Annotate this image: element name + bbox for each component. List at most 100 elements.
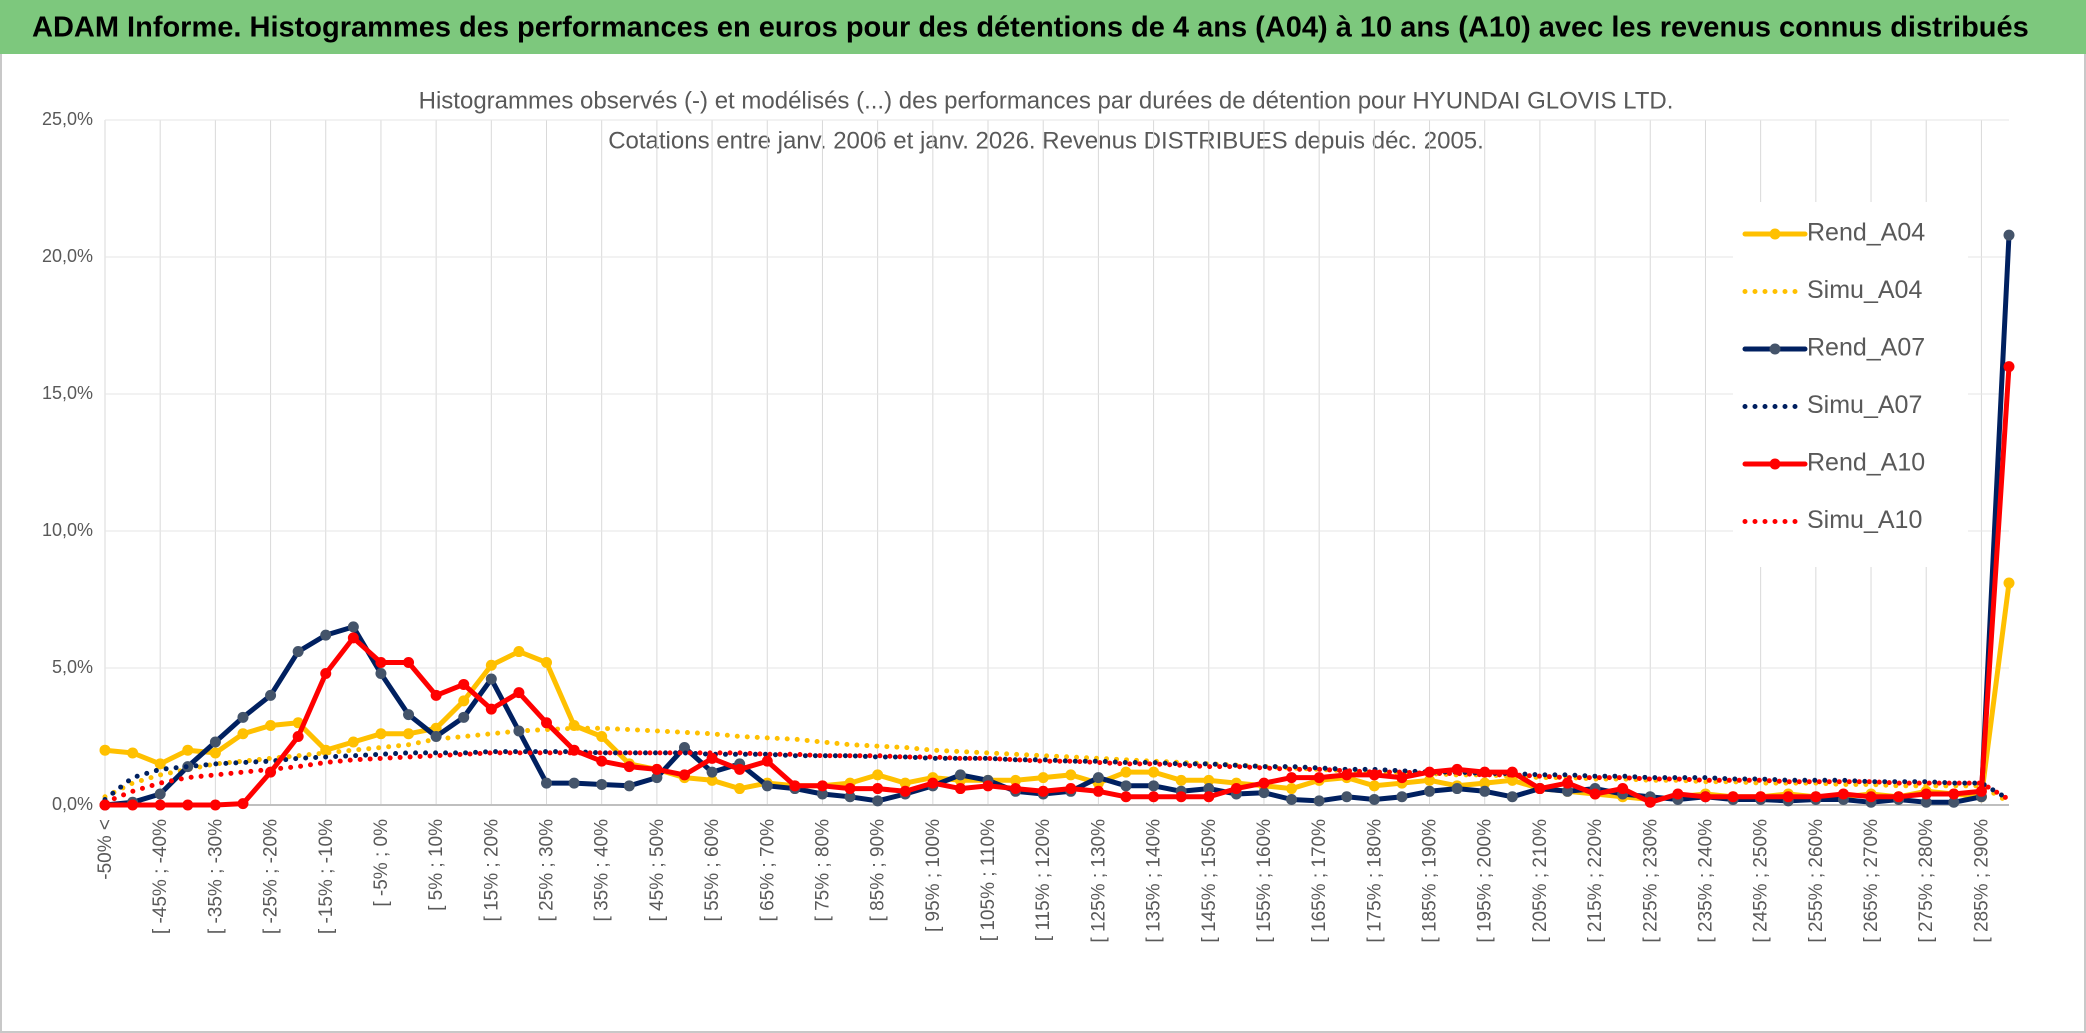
point-marker (485, 673, 497, 685)
point-marker (1313, 795, 1325, 807)
point-marker (1368, 794, 1380, 806)
model-line (102, 749, 2012, 802)
point-marker (899, 785, 911, 797)
point-marker (541, 717, 553, 729)
x-tick-label: [ 85% ; 90% (868, 819, 889, 922)
point-marker (1230, 783, 1242, 795)
x-tick-label: [ 25% ; 30% (537, 819, 558, 922)
x-tick-label: -50% < (95, 819, 116, 880)
point-marker (734, 763, 746, 775)
point-marker (1561, 785, 1573, 797)
y-tick-label: 25,0% (42, 109, 93, 129)
y-tick-label: 10,0% (42, 520, 93, 540)
point-marker (513, 687, 525, 699)
x-tick-label: [ 225% ; 230% (1640, 819, 1661, 943)
point-marker (596, 731, 608, 742)
point-marker (347, 621, 359, 633)
point-marker (1451, 783, 1463, 795)
point-marker (347, 736, 359, 748)
point-marker (1644, 796, 1656, 808)
x-tick-label: [ 255% ; 260% (1806, 819, 1827, 943)
point-marker (1534, 783, 1546, 795)
point-marker (1396, 791, 1408, 803)
point-marker (237, 798, 249, 810)
point-marker (1037, 772, 1049, 784)
point-marker (403, 728, 415, 740)
x-tick-label: [ -5% ; 0% (371, 819, 392, 907)
point-marker (1203, 783, 1215, 795)
point-marker (127, 799, 139, 811)
x-tick-label: [ 155% ; 160% (1254, 819, 1275, 943)
point-marker (1479, 777, 1491, 789)
point-marker (1561, 777, 1573, 789)
point-marker (706, 774, 718, 786)
point-marker (1010, 783, 1022, 795)
point-marker (1258, 777, 1270, 789)
point-marker (651, 772, 663, 784)
point-marker (375, 728, 387, 740)
x-tick-label: [ 235% ; 240% (1695, 819, 1716, 943)
x-tick-label: [ 145% ; 150% (1199, 819, 1220, 943)
point-marker (99, 744, 111, 756)
x-tick-label: [ 75% ; 80% (812, 819, 833, 922)
x-tick-label: [ 185% ; 190% (1420, 819, 1441, 943)
point-marker (430, 722, 442, 734)
point-marker (1506, 791, 1518, 803)
x-tick-label: [ 95% ; 100% (923, 819, 944, 932)
point-marker (1672, 788, 1684, 800)
x-tick-label: [ -45% ; -40% (150, 819, 171, 934)
point-marker (1203, 774, 1215, 786)
x-tick-label: [ 105% ; 110% (978, 819, 999, 941)
point-marker (1148, 791, 1160, 803)
point-marker (761, 755, 773, 767)
point-marker (237, 728, 249, 740)
point-marker (1092, 785, 1104, 797)
y-tick-label: 20,0% (42, 246, 93, 266)
point-marker (430, 731, 442, 742)
point-marker (678, 741, 690, 753)
point-marker (182, 799, 194, 811)
x-tick-label: [ 165% ; 170% (1309, 819, 1330, 943)
x-tick-label: [ 285% ; 290% (1971, 819, 1992, 943)
point-marker (1148, 766, 1160, 778)
point-marker (623, 761, 635, 773)
point-marker (1589, 788, 1601, 800)
point-marker (1755, 791, 1767, 803)
point-marker (734, 783, 746, 795)
point-marker (154, 758, 166, 770)
point-marker (1865, 791, 1877, 803)
legend-label: Simu_A04 (1807, 276, 1922, 304)
point-marker (430, 689, 442, 701)
point-marker (1810, 791, 1822, 803)
legend-label: Simu_A10 (1807, 506, 1922, 534)
point-marker (1175, 774, 1187, 786)
x-tick-label: [ 35% ; 40% (592, 819, 613, 922)
point-marker (706, 766, 718, 778)
x-tick-label: [ 15% ; 20% (481, 819, 502, 922)
x-tick-label: [ 215% ; 220% (1585, 819, 1606, 943)
observed-line (102, 364, 2012, 808)
x-tick-label: [ 265% ; 270% (1861, 819, 1882, 943)
legend-label: Simu_A07 (1807, 391, 1922, 419)
point-marker (1699, 791, 1711, 803)
x-tick-label: [ -35% ; -30% (205, 819, 226, 934)
legend-label: Rend_A07 (1807, 334, 1925, 362)
legend-label: Rend_A04 (1807, 219, 1925, 247)
point-marker (706, 752, 718, 764)
point-marker (320, 667, 332, 679)
point-marker (2003, 229, 2015, 241)
point-marker (1424, 785, 1436, 797)
point-marker (872, 795, 884, 807)
point-marker (1313, 772, 1325, 784)
legend-box (1733, 202, 1968, 567)
point-marker (1948, 788, 1960, 800)
model-line (102, 725, 2012, 805)
point-marker (127, 747, 139, 759)
point-marker (485, 703, 497, 715)
point-marker (375, 667, 387, 679)
point-marker (596, 778, 608, 790)
point-marker (1975, 785, 1987, 797)
x-tick-label: [ 135% ; 140% (1144, 819, 1165, 943)
point-marker (1617, 783, 1629, 795)
point-marker (1120, 766, 1132, 778)
